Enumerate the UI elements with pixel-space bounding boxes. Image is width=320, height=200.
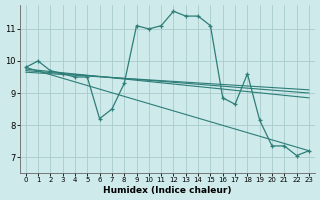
X-axis label: Humidex (Indice chaleur): Humidex (Indice chaleur) — [103, 186, 232, 195]
